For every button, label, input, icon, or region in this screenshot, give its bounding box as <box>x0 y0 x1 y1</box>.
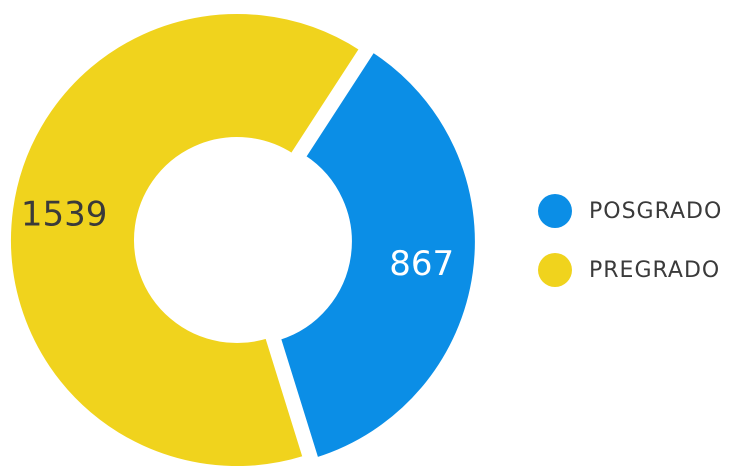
data-label-posgrado: 867 <box>389 244 454 284</box>
chart-legend: POSGRADO PREGRADO <box>538 194 738 312</box>
legend-swatch-pregrado <box>538 253 572 287</box>
data-label-pregrado: 1539 <box>21 195 108 235</box>
legend-item-posgrado[interactable]: POSGRADO <box>538 194 738 228</box>
legend-item-pregrado[interactable]: PREGRADO <box>538 253 738 287</box>
legend-label-pregrado: PREGRADO <box>589 257 721 283</box>
slice-posgrado[interactable] <box>276 47 479 462</box>
legend-label-posgrado: POSGRADO <box>589 198 723 224</box>
legend-swatch-posgrado <box>538 194 572 228</box>
slice-pregrado[interactable] <box>7 10 364 466</box>
